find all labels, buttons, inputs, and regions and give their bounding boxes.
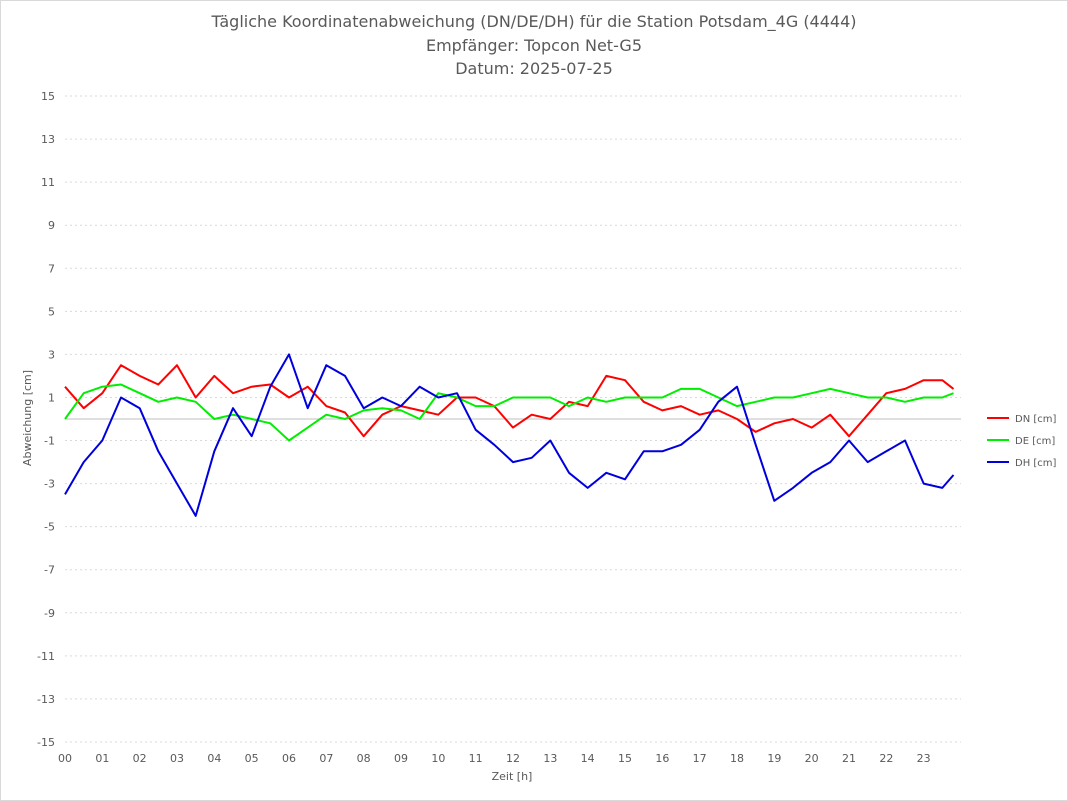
grid-layer [65,95,961,743]
y-tick-label: 11 [41,176,55,189]
x-axis-label: Zeit [h] [492,770,533,783]
legend: DN [cm] DE [cm] DH [cm] [987,414,1057,469]
x-tick-label: 05 [245,752,259,765]
x-tick-label: 09 [394,752,408,765]
y-tick-label: 13 [41,133,55,146]
legend-label: DH [cm] [1015,458,1057,469]
x-tick-label: 12 [506,752,520,765]
x-tick-label: 21 [842,752,856,765]
y-tick-label: -13 [37,693,55,706]
chart-title-line-3: Datum: 2025-07-25 [455,59,613,78]
legend-label: DE [cm] [1015,436,1055,447]
y-tick-label: 9 [48,219,55,232]
chart-title-line-2: Empfänger: Topcon Net-G5 [425,36,643,55]
x-tick-label: 14 [581,752,595,765]
x-tick-label: 23 [917,752,931,765]
x-tick-label: 19 [767,752,781,765]
y-tick-label: 5 [48,305,55,318]
x-tick-label: 18 [730,752,744,765]
series-line [64,383,954,442]
x-tick-label: 03 [170,752,184,765]
chart-title-line-1: Tägliche Koordinatenabweichung (DN/DE/DH… [211,12,857,31]
x-tick-label: 13 [543,752,557,765]
x-tick-label: 04 [207,752,221,765]
y-tick-label: -9 [44,607,55,620]
y-tick-label: -5 [44,521,55,534]
x-tick-label: 20 [805,752,819,765]
y-tick-labels: 15 13 11 9 7 5 3 1 -1 -3 -5 -7 -9 -11 -13 -15 [37,90,55,749]
x-tick-label: 10 [431,752,445,765]
x-tick-label: 17 [693,752,707,765]
series-line [64,364,955,438]
x-tick-label: 00 [58,752,72,765]
x-tick-label: 15 [618,752,632,765]
series-layer [64,353,955,517]
x-tick-label: 01 [95,752,109,765]
x-tick-label: 08 [357,752,371,765]
x-tick-label: 07 [319,752,333,765]
y-axis-label: Abweichung [cm] [21,370,34,466]
x-tick-label: 11 [469,752,483,765]
y-tick-label: 15 [41,90,55,103]
y-tick-label: -7 [44,564,55,577]
y-tick-label: -15 [37,736,55,749]
legend-label: DN [cm] [1015,414,1057,425]
x-tick-label: 22 [879,752,893,765]
y-tick-label: -11 [37,650,55,663]
y-tick-label: -1 [44,435,55,448]
x-tick-label: 06 [282,752,296,765]
x-tick-label: 02 [133,752,147,765]
y-tick-label: 7 [48,262,55,275]
series-line [64,353,955,517]
y-tick-label: -3 [44,478,55,491]
x-tick-label: 16 [655,752,669,765]
y-tick-label: 3 [48,348,55,361]
x-tick-labels: 00 01 02 03 04 05 06 07 08 09 10 11 12 13 14 15 16 17 18 19… [58,752,931,765]
y-tick-label: 1 [48,391,55,404]
